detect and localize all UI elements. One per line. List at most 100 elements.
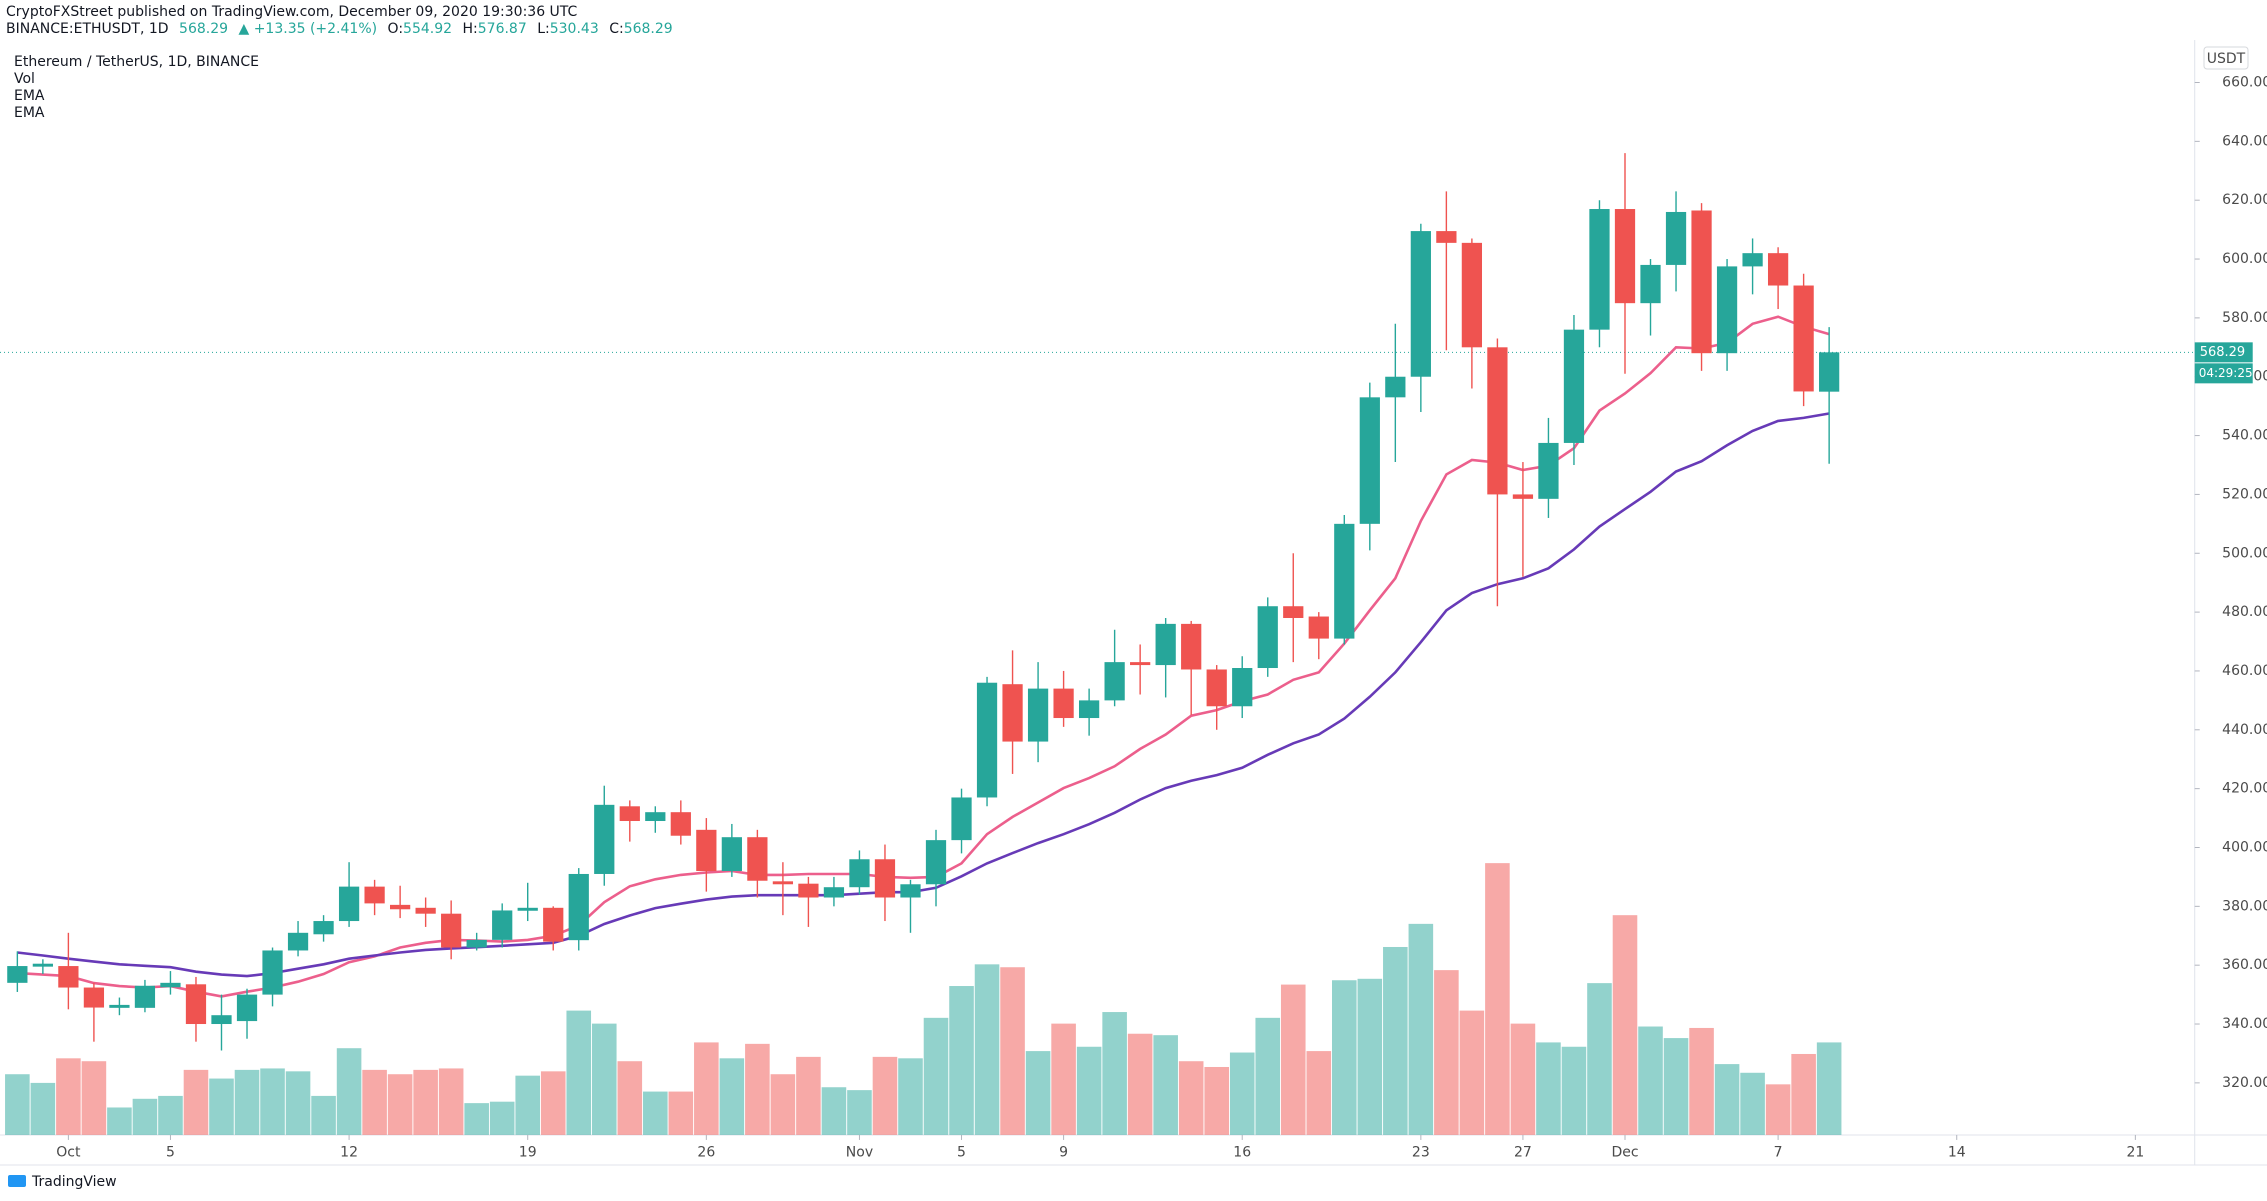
candle — [772, 862, 794, 916]
candle — [1027, 662, 1049, 763]
candle — [1257, 597, 1278, 677]
candle — [134, 979, 156, 1013]
candle — [721, 823, 742, 877]
candle — [1742, 238, 1763, 295]
volume-bar — [1510, 1023, 1536, 1135]
y-tick-label: 400.00 — [2222, 839, 2267, 855]
ema-legend: EMA — [14, 88, 45, 104]
candle-body — [696, 829, 717, 872]
candle — [211, 994, 232, 1051]
volume-bar — [1255, 1017, 1281, 1135]
volume-bar — [1638, 1026, 1663, 1135]
volume-bar — [413, 1069, 438, 1135]
candle-body — [619, 806, 640, 822]
candle-body — [1640, 264, 1661, 304]
candle — [1206, 665, 1227, 730]
candle-body — [1767, 253, 1789, 286]
volume-bar — [1383, 946, 1408, 1135]
chart-title: Ethereum / TetherUS, 1D, BINANCE — [14, 54, 259, 70]
candle-body — [83, 987, 105, 1008]
candle — [441, 900, 462, 960]
candle — [670, 800, 691, 845]
candle — [364, 879, 385, 916]
candle — [543, 906, 564, 951]
candle — [1155, 617, 1176, 698]
y-tick-label: 480.00 — [2222, 604, 2267, 620]
volume-bar — [464, 1103, 489, 1135]
ohlc-value: 554.92 — [403, 21, 452, 37]
volume-bar — [643, 1091, 668, 1135]
ema-line — [17, 412, 1830, 978]
x-tick-label: 23 — [1412, 1144, 1430, 1160]
volume-bar — [1178, 1061, 1204, 1135]
ohlc-label: O: — [388, 21, 404, 37]
candle-body — [1002, 684, 1023, 742]
candle-body — [109, 1004, 130, 1008]
ohlc-label: L: — [537, 21, 550, 37]
ohlc-value: 530.43 — [550, 21, 599, 37]
volume-bar — [719, 1058, 745, 1135]
volume-bar — [1740, 1072, 1765, 1135]
x-tick-label: Dec — [1611, 1144, 1638, 1160]
candle — [696, 818, 717, 892]
candle-body — [568, 873, 589, 941]
x-tick-label: 26 — [697, 1144, 715, 1160]
candle — [1819, 327, 1840, 464]
candle-body — [134, 985, 156, 1008]
candle — [594, 785, 615, 886]
volume-bar — [796, 1056, 821, 1135]
volume-bar — [1025, 1051, 1051, 1135]
candle — [83, 982, 105, 1042]
volume-bar — [1434, 970, 1459, 1135]
volume-bar — [1204, 1066, 1229, 1135]
y-tick-label: 460.00 — [2222, 663, 2267, 679]
candle — [517, 882, 538, 922]
volume-bar — [234, 1069, 260, 1135]
candle-body — [492, 910, 513, 940]
volume-bar — [1663, 1038, 1689, 1135]
volume-bar — [1791, 1053, 1816, 1135]
volume-legend: Vol — [14, 71, 35, 87]
volume-bar — [1000, 967, 1025, 1135]
volume-bar — [107, 1107, 132, 1135]
candle — [236, 988, 258, 1039]
y-tick-label: 500.00 — [2222, 545, 2267, 561]
symbol-line: BINANCE:ETHUSDT, 1D 568.29 ▲ +13.35 (+2.… — [6, 21, 673, 37]
brand: TradingView — [31, 1174, 117, 1190]
candle — [58, 932, 79, 1010]
candle — [874, 844, 896, 922]
price-label: 568.29 — [2200, 345, 2246, 360]
candle-body — [747, 837, 768, 881]
unit-label: USDT — [2207, 51, 2246, 67]
volume-bar — [5, 1074, 30, 1135]
candle-body — [823, 887, 845, 898]
candle-body — [1793, 285, 1814, 392]
volume-bar — [974, 964, 1000, 1135]
volume-bar — [438, 1068, 464, 1135]
candle-body — [772, 881, 794, 885]
x-tick-label: 9 — [1059, 1144, 1068, 1160]
candle — [619, 800, 640, 842]
candle — [313, 915, 334, 942]
volume-bar — [1561, 1046, 1587, 1135]
candle-body — [211, 1015, 232, 1025]
candle — [1104, 629, 1125, 707]
candle-body — [1257, 606, 1278, 669]
volume-bar — [489, 1101, 515, 1135]
volume-bar — [56, 1058, 81, 1135]
candle-body — [1563, 329, 1585, 443]
y-tick-label: 320.00 — [2222, 1075, 2267, 1091]
volume-bar — [591, 1023, 617, 1135]
candle-body — [1487, 347, 1508, 495]
candle-body — [594, 804, 615, 874]
candle-body — [390, 904, 411, 910]
candle — [951, 788, 972, 854]
candle-body — [543, 907, 564, 942]
volume-bar — [1332, 980, 1357, 1135]
candle-body — [1206, 669, 1227, 707]
candle — [568, 868, 589, 951]
candle-body — [1359, 397, 1380, 524]
volume-bar — [949, 986, 974, 1135]
candle — [1589, 200, 1610, 348]
volume-bar — [132, 1098, 158, 1135]
